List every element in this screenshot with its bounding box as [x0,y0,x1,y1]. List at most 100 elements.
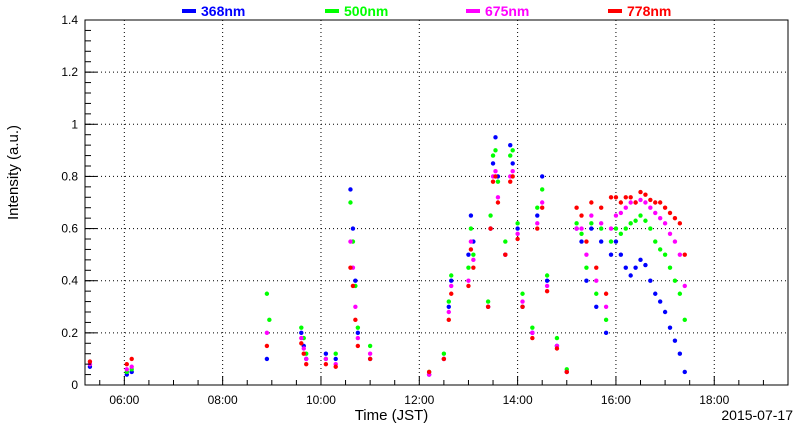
data-point [608,239,614,244]
data-point [333,356,338,362]
data-point [589,221,594,226]
data-point [485,299,491,304]
series-layer [87,135,687,377]
data-point [508,179,513,184]
data-point [662,205,668,210]
data-point [535,205,540,210]
y-tick-label: 1.2 [61,65,78,79]
data-point [515,236,520,242]
data-point [603,330,609,336]
data-point [628,221,633,226]
data-point [657,247,663,252]
data-point [643,262,648,268]
data-point [589,213,594,218]
data-point [638,257,643,263]
data-point [653,200,658,205]
data-point [304,361,309,367]
data-point [449,278,454,283]
data-point [299,325,304,330]
plot-frame [84,19,789,386]
x-tick-label: 08:00 [208,393,238,407]
data-point [598,205,604,210]
data-point [643,200,648,205]
data-point [495,179,501,184]
data-point [633,218,638,223]
data-point [672,338,678,343]
data-point [544,283,550,289]
data-point [554,335,560,341]
x-tick-label: 16:00 [601,393,631,407]
data-point [623,265,628,270]
data-point [520,304,525,309]
data-point [323,356,329,362]
data-point [579,231,584,236]
data-point [264,291,270,296]
data-point [304,356,309,362]
data-point [677,221,683,226]
data-point [594,265,599,270]
data-point [508,142,513,148]
data-point [468,239,474,244]
y-tick-label: 0.8 [61,169,78,183]
legend-label: 778nm [627,3,671,19]
data-point [87,359,93,364]
data-point [633,200,638,205]
series-675nm [87,169,687,377]
data-point [323,351,329,356]
data-point [613,213,619,218]
data-point [520,299,525,304]
data-point [623,205,628,210]
data-point [449,273,454,278]
data-point [488,213,493,218]
data-point [682,252,687,257]
data-point [299,330,304,336]
data-point [353,317,358,323]
data-point [643,192,648,197]
y-tick-label: 0 [71,378,78,392]
data-point [299,335,304,341]
data-point [628,195,633,200]
data-point [662,309,668,315]
data-point [638,213,643,218]
data-point [584,252,589,257]
data-point [667,325,673,330]
data-point [648,278,653,283]
y-tick-label: 1.4 [61,13,78,27]
data-point [485,304,491,309]
data-point [348,265,353,270]
data-point [653,210,658,216]
data-point [608,252,614,257]
data-point [493,148,498,153]
data-point [579,226,584,231]
data-point [471,257,476,263]
data-point [466,283,471,289]
data-point [648,205,653,210]
data-point [544,288,550,294]
y-tick-label: 1 [71,117,78,131]
data-point [653,239,658,244]
data-point [628,200,633,205]
data-point [628,273,633,278]
data-point [446,304,451,309]
data-point [539,174,545,179]
data-point [618,231,624,236]
data-point [353,304,358,309]
data-point [579,239,584,244]
data-point [503,239,508,244]
data-point [598,239,604,244]
data-point [301,346,306,351]
data-point [510,169,515,174]
data-point [264,330,270,336]
data-point [594,278,599,283]
data-point [299,341,304,346]
data-point [608,195,614,200]
data-point [466,252,471,257]
data-point [648,226,653,231]
data-point [564,369,569,375]
data-point [554,346,560,351]
data-point [264,356,270,362]
data-point [493,135,498,140]
data-point [446,309,451,315]
data-point [672,215,678,221]
